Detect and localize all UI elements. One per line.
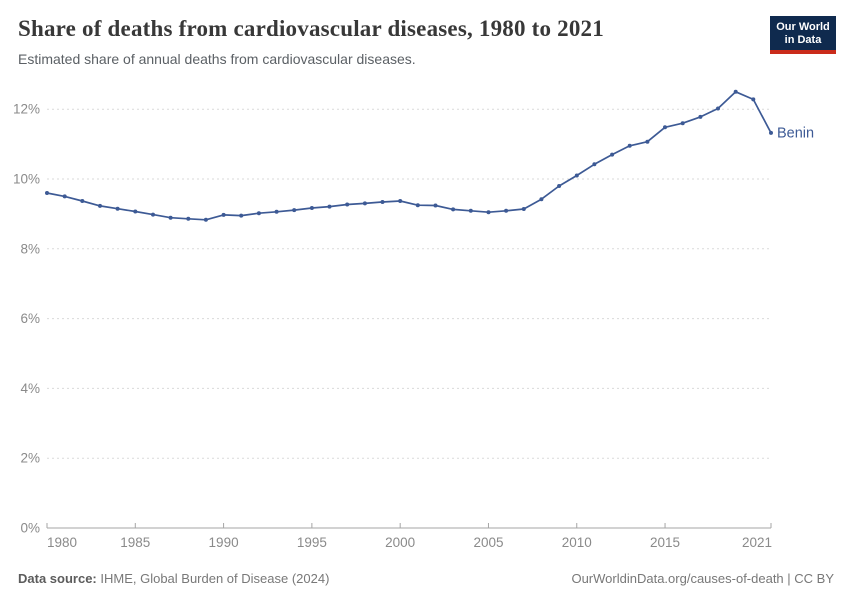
owid-logo-line1: Our World bbox=[776, 21, 830, 33]
data-point[interactable] bbox=[468, 208, 473, 213]
data-point[interactable] bbox=[345, 202, 350, 207]
data-point[interactable] bbox=[398, 199, 403, 203]
data-point[interactable] bbox=[98, 203, 102, 208]
data-point[interactable] bbox=[115, 206, 120, 211]
y-axis-tick-label: 0% bbox=[20, 521, 40, 536]
y-axis-tick-label: 4% bbox=[20, 381, 40, 396]
data-point[interactable] bbox=[486, 210, 491, 215]
data-point[interactable] bbox=[504, 208, 509, 213]
data-point[interactable] bbox=[327, 204, 332, 209]
data-point[interactable] bbox=[451, 207, 456, 212]
data-point[interactable] bbox=[239, 213, 244, 218]
data-point[interactable] bbox=[203, 217, 208, 222]
y-axis-tick-label: 10% bbox=[13, 172, 40, 187]
data-point[interactable] bbox=[645, 139, 650, 144]
series-end-label[interactable]: Benin bbox=[777, 126, 814, 142]
data-point[interactable] bbox=[592, 162, 597, 167]
chart-header: Share of deaths from cardiovascular dise… bbox=[18, 16, 750, 67]
x-axis-tick-label: 1990 bbox=[209, 535, 239, 550]
data-point[interactable] bbox=[256, 211, 261, 216]
page-title: Share of deaths from cardiovascular dise… bbox=[18, 16, 604, 41]
x-axis-tick-label: 1985 bbox=[120, 535, 150, 550]
data-source-label: Data source: bbox=[18, 571, 97, 586]
data-point[interactable] bbox=[168, 215, 173, 220]
data-source-note: Data source: IHME, Global Burden of Dise… bbox=[18, 571, 329, 586]
data-point[interactable] bbox=[309, 206, 314, 210]
chart-footer: Data source: IHME, Global Burden of Dise… bbox=[18, 571, 834, 586]
data-point[interactable] bbox=[733, 89, 738, 94]
x-axis-tick-label: 2000 bbox=[385, 535, 415, 550]
data-point[interactable] bbox=[574, 173, 579, 178]
owid-logo-line2: in Data bbox=[784, 34, 822, 46]
x-axis-tick-label: 2005 bbox=[473, 535, 503, 550]
y-axis-tick-label: 12% bbox=[13, 102, 40, 117]
data-point[interactable] bbox=[62, 194, 67, 199]
data-point[interactable] bbox=[751, 97, 756, 102]
data-point[interactable] bbox=[133, 209, 138, 214]
data-point[interactable] bbox=[680, 121, 685, 126]
x-axis-tick-label: 1980 bbox=[47, 535, 77, 550]
data-point[interactable] bbox=[539, 197, 544, 202]
data-point[interactable] bbox=[663, 125, 667, 130]
y-axis-tick-label: 2% bbox=[20, 451, 40, 466]
data-point[interactable] bbox=[45, 191, 49, 195]
data-point[interactable] bbox=[274, 209, 279, 214]
line-series[interactable] bbox=[46, 90, 772, 221]
x-axis-tick-label: 2021 bbox=[742, 535, 772, 550]
data-point[interactable] bbox=[292, 208, 297, 213]
data-point[interactable] bbox=[769, 130, 773, 135]
y-axis-tick-label: 6% bbox=[20, 311, 40, 326]
x-axis-tick-label: 1995 bbox=[297, 535, 327, 550]
data-point[interactable] bbox=[521, 207, 526, 211]
data-point[interactable] bbox=[627, 143, 632, 148]
data-point[interactable] bbox=[186, 216, 191, 221]
data-source-text: IHME, Global Burden of Disease (2024) bbox=[96, 571, 330, 586]
data-point[interactable] bbox=[362, 201, 367, 206]
y-axis-tick-label: 8% bbox=[20, 241, 40, 256]
chart-subtitle: Estimated share of annual deaths from ca… bbox=[18, 51, 416, 67]
data-point[interactable] bbox=[415, 203, 420, 208]
data-point[interactable] bbox=[433, 203, 438, 208]
data-point[interactable] bbox=[221, 212, 226, 217]
data-point[interactable] bbox=[610, 152, 615, 157]
data-point[interactable] bbox=[80, 199, 85, 203]
data-point[interactable] bbox=[380, 200, 385, 204]
owid-logo[interactable]: Our World in Data bbox=[770, 16, 836, 54]
data-point[interactable] bbox=[716, 106, 720, 111]
data-point[interactable] bbox=[151, 212, 155, 217]
x-axis-tick-label: 2015 bbox=[650, 535, 680, 550]
data-point[interactable] bbox=[698, 114, 703, 119]
data-point[interactable] bbox=[557, 184, 562, 188]
license-credit[interactable]: OurWorldinData.org/causes-of-death | CC … bbox=[571, 571, 834, 586]
x-axis-tick-label: 2010 bbox=[562, 535, 592, 550]
